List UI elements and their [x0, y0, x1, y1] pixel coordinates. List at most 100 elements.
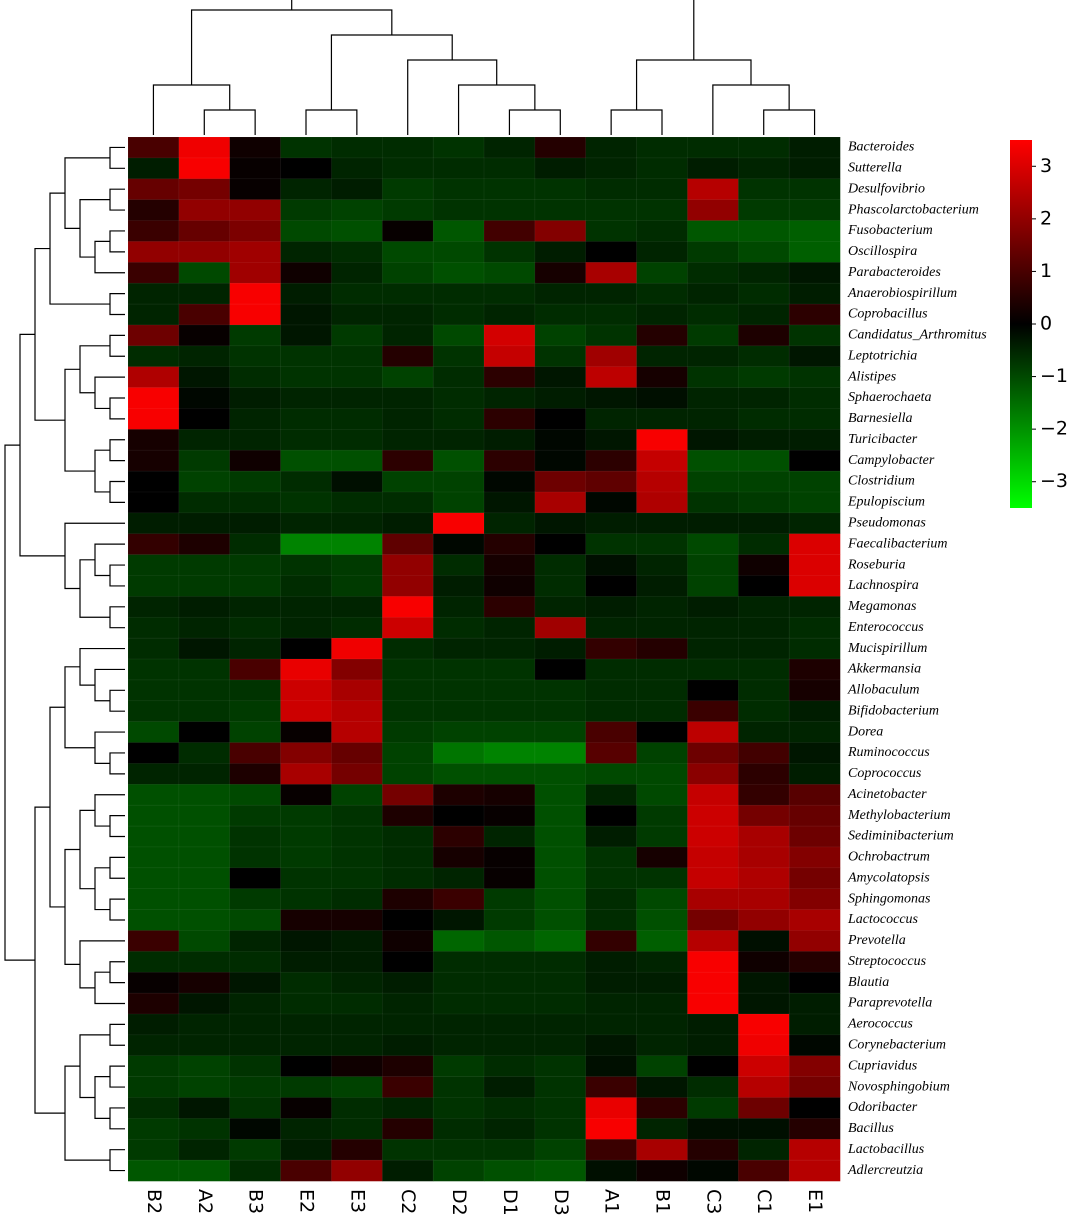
row-label: Sphaerochaeta	[848, 390, 931, 405]
heatmap-cell	[331, 1013, 383, 1036]
heatmap-cell	[788, 971, 841, 994]
heatmap-cell	[534, 449, 587, 472]
heatmap-cell	[280, 345, 333, 368]
row-label: Oscillospira	[848, 244, 917, 259]
heatmap-cell	[331, 1159, 383, 1182]
heatmap-cell	[331, 282, 383, 305]
heatmap-cell	[127, 429, 180, 451]
heatmap-cell	[687, 992, 739, 1015]
heatmap-cell	[381, 783, 434, 806]
heatmap-cell	[737, 366, 790, 389]
row-label: Fusobacterium	[847, 223, 933, 238]
row-label: Enterococcus	[847, 620, 924, 635]
heatmap-cell	[687, 888, 739, 911]
heatmap-cell	[280, 1138, 333, 1161]
heatmap-cell	[432, 1138, 485, 1161]
row-label: Blautia	[848, 975, 889, 990]
row-label: Turicibacter	[848, 432, 918, 447]
heatmap-cell	[636, 888, 689, 911]
heatmap-cell	[636, 1055, 689, 1078]
heatmap-cell	[229, 345, 282, 368]
heatmap-cell	[331, 763, 383, 785]
row-label: Roseburia	[847, 557, 906, 572]
row-label: Cupriavidus	[848, 1058, 918, 1073]
heatmap-cell	[788, 721, 841, 744]
heatmap-cell	[788, 575, 841, 597]
heatmap-cell	[483, 512, 536, 535]
heatmap-cell	[229, 846, 282, 869]
heatmap-cell	[788, 763, 841, 785]
heatmap-cell	[483, 992, 536, 1015]
heatmap-cell	[687, 1159, 739, 1182]
heatmap-cell	[737, 199, 790, 222]
heatmap-cell	[178, 178, 231, 201]
heatmap-cell	[432, 971, 485, 994]
heatmap-cell	[280, 533, 333, 556]
row-label: Lactobacillus	[847, 1142, 925, 1157]
heatmap-cell	[432, 220, 485, 243]
heatmap-cell	[229, 136, 282, 159]
heatmap-cell	[178, 825, 231, 848]
heatmap-cell	[381, 303, 434, 326]
heatmap-cell	[585, 554, 638, 577]
heatmap-cell	[534, 616, 587, 639]
heatmap-cell	[331, 742, 383, 765]
heatmap-cell	[687, 825, 739, 848]
heatmap-cell	[127, 1138, 180, 1161]
heatmap-cell	[483, 616, 536, 639]
row-label: Corynebacterium	[848, 1037, 946, 1052]
heatmap-cell	[737, 1097, 790, 1119]
heatmap-cell	[432, 951, 485, 973]
heatmap-cell	[331, 512, 383, 535]
heatmap-cell	[737, 449, 790, 472]
heatmap-cell	[687, 157, 739, 180]
heatmap-cell	[483, 449, 536, 472]
heatmap-cell	[127, 971, 180, 994]
heatmap-cell	[737, 763, 790, 785]
row-label: Pseudomonas	[847, 515, 926, 530]
heatmap-cell	[687, 846, 739, 869]
heatmap-cell	[636, 1118, 689, 1140]
heatmap-cell	[687, 951, 739, 973]
heatmap-cell	[331, 178, 383, 201]
heatmap-cell	[229, 303, 282, 326]
heatmap-cell	[127, 220, 180, 243]
heatmap-cell	[331, 930, 383, 952]
row-label: Barnesiella	[848, 411, 913, 426]
heatmap-cell	[585, 178, 638, 201]
heatmap-cell	[687, 1034, 739, 1057]
heatmap-cell	[229, 1118, 282, 1140]
heatmap-cell	[280, 888, 333, 911]
heatmap-cell	[788, 261, 841, 284]
heatmap-cell	[229, 930, 282, 952]
heatmap-cell	[483, 136, 536, 159]
heatmap-cell	[331, 679, 383, 702]
heatmap-cell	[331, 241, 383, 263]
heatmap-cell	[331, 1076, 383, 1099]
heatmap-cell	[737, 825, 790, 848]
heatmap-cell	[788, 1055, 841, 1078]
heatmap-cell	[534, 157, 587, 180]
heatmap-cell	[687, 324, 739, 347]
heatmap-cell	[381, 992, 434, 1015]
heatmap-cell	[432, 658, 485, 681]
heatmap-cell	[585, 1159, 638, 1182]
heatmap-cell	[432, 783, 485, 806]
heatmap-cell	[534, 408, 587, 430]
heatmap-cell	[331, 992, 383, 1015]
heatmap-cell	[636, 783, 689, 806]
heatmap-cell	[534, 199, 587, 222]
heatmap-cell	[381, 261, 434, 284]
row-label: Lactococcus	[847, 912, 919, 927]
heatmap-cell	[280, 596, 333, 618]
heatmap-cell	[280, 909, 333, 932]
heatmap-cell	[178, 533, 231, 556]
heatmap-cell	[432, 804, 485, 827]
row-label: Amycolatopsis	[847, 870, 930, 885]
heatmap-cell	[229, 1138, 282, 1161]
heatmap-cell	[178, 157, 231, 180]
heatmap-cell	[229, 429, 282, 451]
heatmap-cell	[483, 763, 536, 785]
heatmap-cell	[483, 178, 536, 201]
heatmap-cell	[788, 888, 841, 911]
